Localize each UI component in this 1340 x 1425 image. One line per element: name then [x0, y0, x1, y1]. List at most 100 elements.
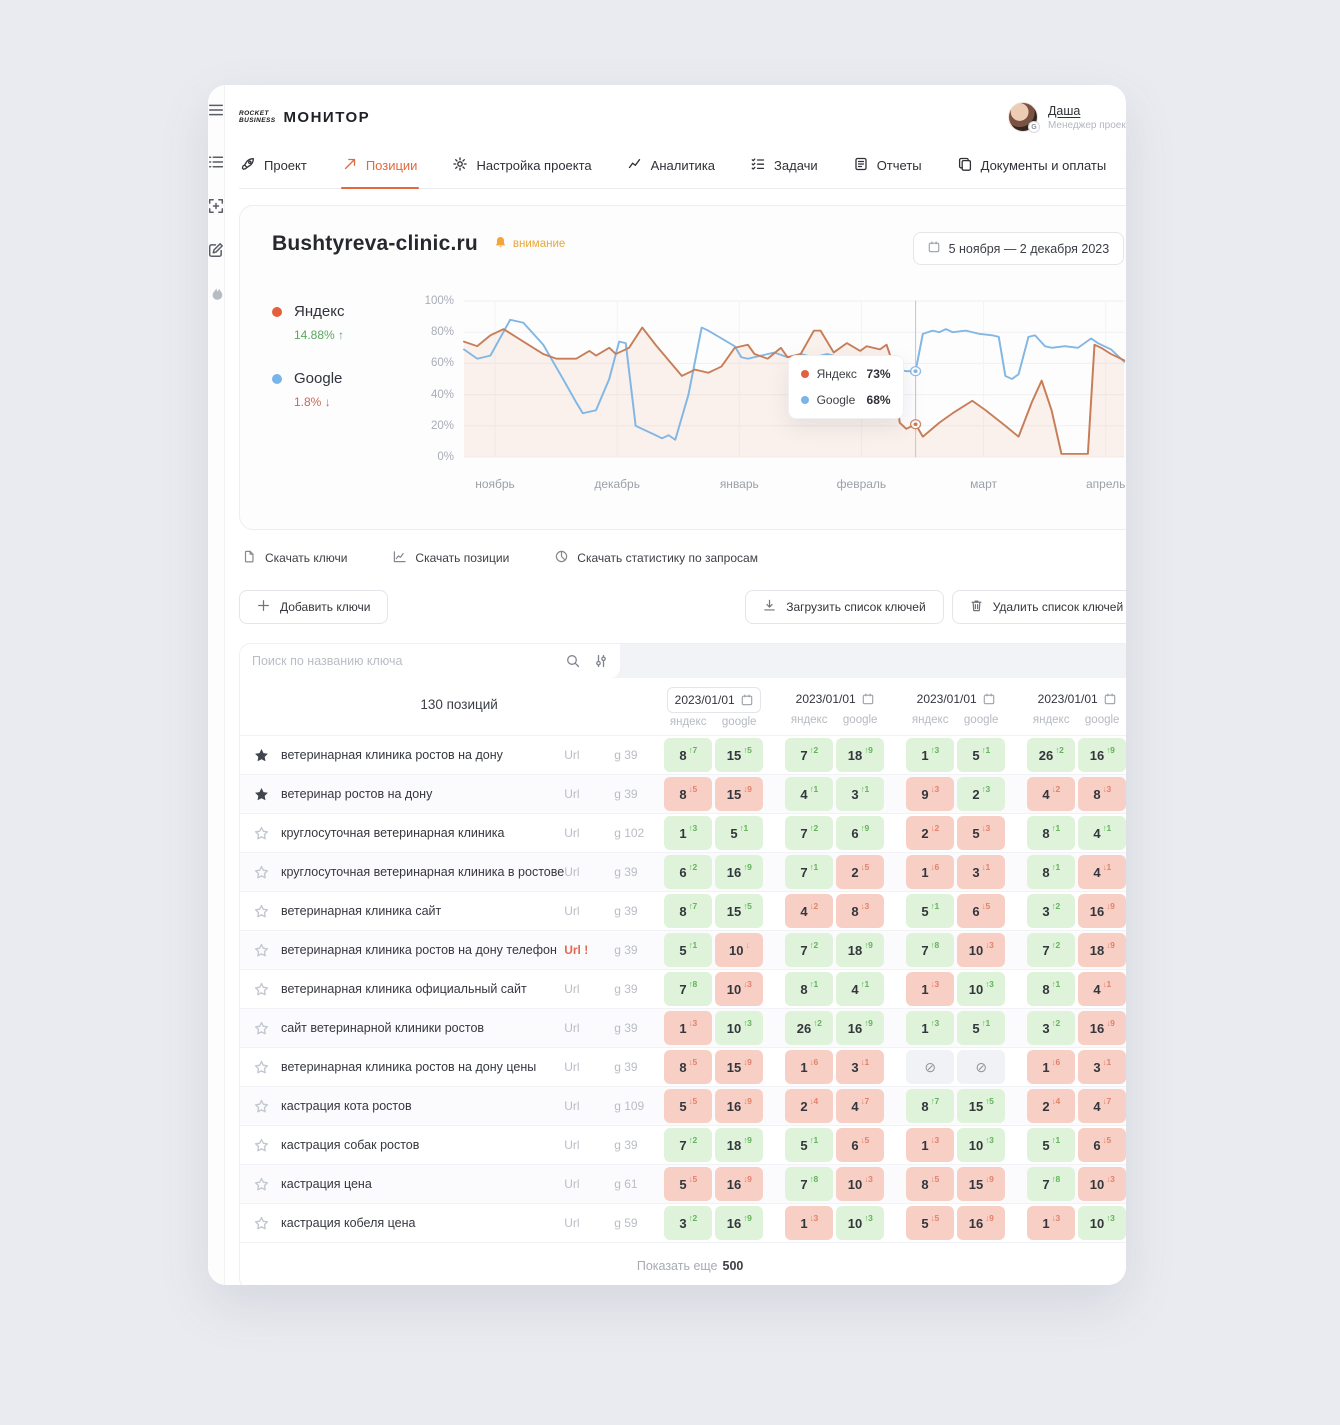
position-cell: 8 ↑1: [1027, 816, 1076, 850]
position-cell: 2 ↓5: [836, 855, 885, 889]
positions-cells: 8 ↓5 15 ↓9 4 ↑1 3 ↑1 9 ↓3 2 ↑3 4 ↓2 8 ↓3: [664, 777, 1126, 811]
position-cell: 10 ↓3: [836, 1167, 885, 1201]
url-link[interactable]: Url: [564, 826, 580, 840]
topbar: ROCKET BUSINESS МОНИТОР G Даша Менеджер …: [239, 85, 1126, 139]
url-link[interactable]: Url: [564, 865, 580, 879]
tab-label: Документы и оплаты: [980, 158, 1107, 173]
date-cell-group: 8 ↑1 4 ↑1: [1027, 816, 1126, 850]
add-keys-button[interactable]: Добавить ключи: [239, 590, 389, 624]
avatar[interactable]: G: [1007, 102, 1040, 133]
date-cell-group: 26 ↑2 16 ↑9: [1027, 738, 1126, 772]
positions-cells: 8 ↑7 15 ↑5 4 ↓2 8 ↓3 5 ↑1 6 ↓5 3 ↑2 16 ↓9: [664, 894, 1126, 928]
date-cell-group: 5 ↑1 6 ↓5: [906, 894, 1006, 928]
edit-note-icon[interactable]: [208, 242, 224, 258]
position-cell: 26 ↑2: [1027, 738, 1076, 772]
download-keys-link[interactable]: Скачать ключи: [243, 550, 347, 566]
star-outline-icon[interactable]: [254, 865, 269, 880]
main-content: ROCKET BUSINESS МОНИТОР G Даша Менеджер …: [225, 85, 1126, 1285]
tab-tasks[interactable]: Задачи: [749, 147, 820, 188]
date-cell-group: 8 ↓5 15 ↓9: [906, 1167, 1006, 1201]
star-outline-icon[interactable]: [254, 1099, 269, 1114]
url-link[interactable]: Url: [564, 1099, 580, 1113]
focus-add-icon[interactable]: [208, 198, 224, 214]
date-cell-group: 5 ↑1 10 ↓: [664, 933, 764, 967]
star-filled-icon[interactable]: [254, 787, 269, 802]
search-icon[interactable]: [566, 654, 580, 668]
date-cell-group: 1 ↑3 5 ↑1: [906, 1011, 1006, 1045]
show-more-button[interactable]: Показать еще 500: [240, 1242, 1126, 1285]
position-cell: 10 ↓3: [1078, 1167, 1126, 1201]
tab-positions[interactable]: Позиции: [340, 147, 420, 189]
search-input[interactable]: [252, 654, 566, 668]
positions-chart-panel: Bushtyreva-clinic.ru внимание 5 ноября —…: [239, 205, 1126, 530]
star-filled-icon[interactable]: [254, 748, 269, 763]
date-range-picker[interactable]: 5 ноября — 2 декабря 2023: [912, 232, 1125, 265]
date-cell-group: 8 ↑1 4 ↑1: [785, 972, 885, 1006]
url-link[interactable]: Url: [564, 1021, 580, 1035]
star-outline-icon[interactable]: [254, 1021, 269, 1036]
position-cell: 3 ↓1: [836, 1050, 885, 1084]
download-stats-link[interactable]: Скачать статистику по запросам: [555, 550, 758, 566]
keyword-label: ветеринар ростов на дону: [281, 787, 433, 801]
chart-line-icon: [393, 550, 407, 566]
star-outline-icon[interactable]: [254, 826, 269, 841]
date-picker[interactable]: 2023/01/01: [789, 687, 881, 711]
star-outline-icon[interactable]: [254, 982, 269, 997]
keyword-label: кастрация цена: [281, 1177, 372, 1191]
position-cell: 5 ↓5: [664, 1089, 713, 1123]
position-cell: 4 ↑1: [836, 972, 885, 1006]
keyword-label: ветеринарная клиника сайт: [281, 904, 442, 918]
position-cell: 1 ↓3: [1027, 1206, 1076, 1240]
upload-keys-list-button[interactable]: Загрузить список ключей: [745, 590, 944, 624]
date-cell-group: 3 ↑2 16 ↓9: [1027, 1011, 1126, 1045]
attention-badge[interactable]: внимание: [494, 236, 565, 252]
date-picker[interactable]: 2023/01/01: [1031, 687, 1123, 711]
star-outline-icon[interactable]: [254, 1060, 269, 1075]
download-positions-link[interactable]: Скачать позиции: [393, 550, 509, 566]
url-link[interactable]: Url: [564, 1060, 580, 1074]
positions-cells: 5 ↑1 10 ↓ 7 ↑2 18 ↑9 7 ↑8 10 ↓3 7 ↑2 18 ↓9: [664, 933, 1126, 967]
url-link[interactable]: Url: [564, 1216, 580, 1230]
user-menu[interactable]: G Даша Менеджер проектов: [1007, 102, 1126, 133]
url-link[interactable]: Url: [564, 904, 580, 918]
star-outline-icon[interactable]: [254, 1138, 269, 1153]
tab-project[interactable]: Проект: [239, 147, 309, 188]
date-cell-group: 1 ↓6 3 ↓1: [1027, 1050, 1126, 1084]
list-icon[interactable]: [208, 154, 224, 170]
menu-icon[interactable]: [208, 102, 224, 118]
rocket-icon: [241, 157, 255, 174]
star-outline-icon[interactable]: [254, 943, 269, 958]
x-tick: февраль: [836, 477, 887, 491]
tab-documents[interactable]: Документы и оплаты: [956, 147, 1109, 188]
position-cell: 16 ↑9: [715, 855, 764, 889]
url-link[interactable]: Url: [564, 982, 580, 996]
engine-label: google: [963, 714, 999, 726]
date-cell-group: 4 ↓2 8 ↓3: [1027, 777, 1126, 811]
calendar-icon: [741, 694, 752, 706]
x-tick: декабрь: [594, 477, 640, 491]
url-link[interactable]: Url: [564, 1177, 580, 1191]
filter-icon[interactable]: [594, 654, 608, 668]
position-cell: 8 ↑7: [906, 1089, 955, 1123]
delete-keys-list-button[interactable]: Удалить список ключей: [951, 590, 1126, 624]
url-link[interactable]: Url !: [564, 943, 589, 957]
url-link[interactable]: Url: [564, 748, 580, 762]
date-cell-group: 7 ↑2 6 ↑9: [785, 816, 885, 850]
date-picker[interactable]: 2023/01/01: [666, 687, 761, 713]
star-outline-icon[interactable]: [254, 904, 269, 919]
tab-project-settings[interactable]: Настройка проекта: [451, 147, 593, 188]
url-link[interactable]: Url: [564, 787, 580, 801]
table-row: ветеринарная клиника ростов на дону Url g …: [240, 735, 1126, 774]
tab-label: Аналитика: [650, 158, 716, 173]
date-cell-group: 8 ↓5 15 ↓9: [664, 777, 764, 811]
tab-analytics[interactable]: Аналитика: [626, 147, 717, 188]
date-picker[interactable]: 2023/01/01: [910, 687, 1002, 711]
position-cell: 5 ↓5: [906, 1206, 955, 1240]
star-outline-icon[interactable]: [254, 1177, 269, 1192]
tooltip-google: Google 68%: [800, 393, 891, 407]
url-link[interactable]: Url: [564, 1138, 580, 1152]
flame-icon[interactable]: [208, 286, 224, 302]
star-outline-icon[interactable]: [254, 1216, 269, 1231]
tab-reports[interactable]: Отчеты: [852, 147, 924, 188]
user-name[interactable]: Даша: [1047, 103, 1081, 118]
